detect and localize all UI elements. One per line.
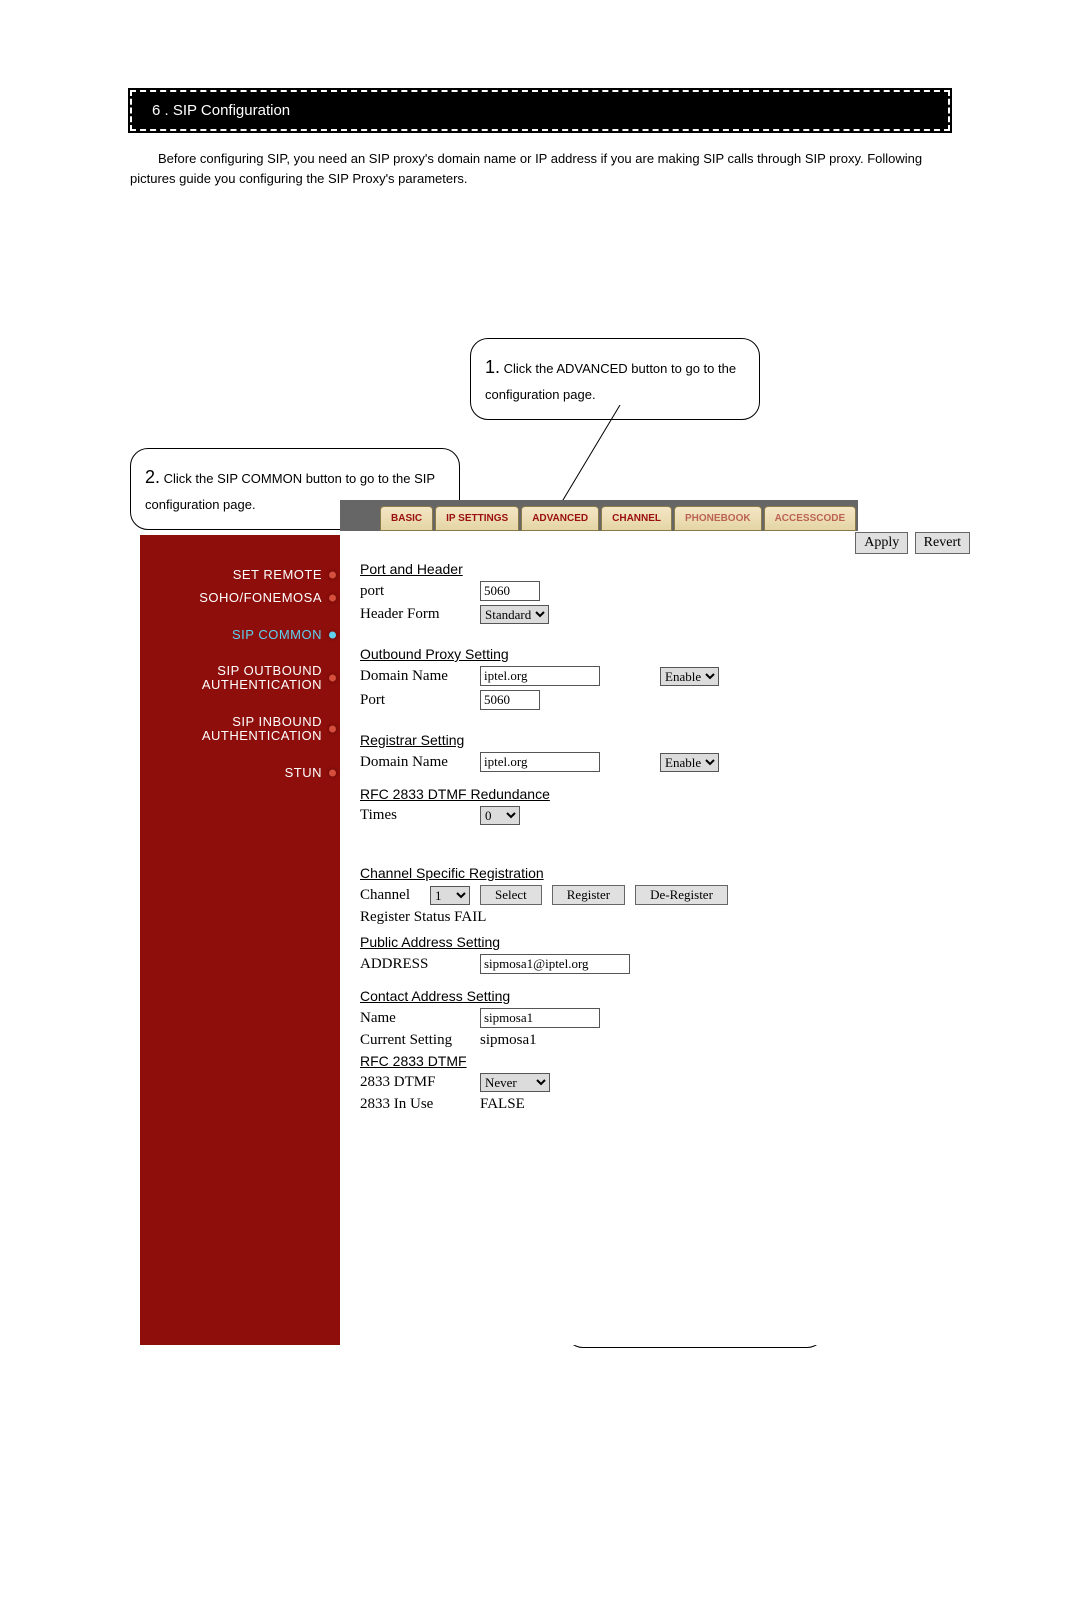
tab-channel[interactable]: CHANNEL bbox=[601, 506, 672, 531]
outbound-enable-select[interactable]: Enable bbox=[660, 667, 719, 686]
address-input[interactable] bbox=[480, 954, 630, 974]
heading-contact: Contact Address Setting bbox=[360, 988, 950, 1004]
config-area: SET REMOTE SOHO/FONEMOSA SIP COMMON SIP … bbox=[140, 535, 970, 1345]
sidebar-item-sipin[interactable]: SIP INBOUND AUTHENTICATION bbox=[140, 709, 340, 750]
heading-chanreg: Channel Specific Registration bbox=[360, 865, 950, 881]
sidebar: SET REMOTE SOHO/FONEMOSA SIP COMMON SIP … bbox=[140, 535, 340, 1345]
sidebar-item-sipout[interactable]: SIP OUTBOUND AUTHENTICATION bbox=[140, 658, 340, 699]
panel: Port and Header port Header FormStandard… bbox=[340, 535, 970, 1345]
label-address: ADDRESS bbox=[360, 956, 480, 973]
name-input[interactable] bbox=[480, 1008, 600, 1028]
heading-rfc-redund: RFC 2833 DTMF Redundance bbox=[360, 786, 950, 802]
register-button[interactable]: Register bbox=[552, 885, 625, 905]
heading-outbound: Outbound Proxy Setting bbox=[360, 646, 950, 662]
tab-basic[interactable]: BASIC bbox=[380, 506, 433, 531]
sidebar-item-sipcommon[interactable]: SIP COMMON bbox=[140, 621, 340, 648]
heading-port: Port and Header bbox=[360, 561, 950, 577]
port-input[interactable] bbox=[480, 581, 540, 601]
sidebar-item-soho[interactable]: SOHO/FONEMOSA bbox=[140, 584, 340, 611]
tab-phonebook[interactable]: PHONEBOOK bbox=[674, 506, 762, 531]
tab-accesscode[interactable]: ACCESSCODE bbox=[764, 506, 857, 531]
label-port: port bbox=[360, 583, 480, 600]
headerform-select[interactable]: Standard bbox=[480, 605, 549, 624]
dtmf-select[interactable]: Never bbox=[480, 1073, 550, 1092]
intro-body: Before configuring SIP, you need an SIP … bbox=[130, 151, 922, 186]
revert-button[interactable]: Revert bbox=[915, 532, 970, 554]
label-2833dtmf: 2833 DTMF bbox=[360, 1074, 480, 1091]
current-value: sipmosa1 bbox=[480, 1032, 537, 1049]
register-status: Register Status FAIL bbox=[360, 909, 950, 926]
label-port2: Port bbox=[360, 692, 480, 709]
tab-ipsettings[interactable]: IP SETTINGS bbox=[435, 506, 519, 531]
deregister-button[interactable]: De-Register bbox=[635, 885, 728, 905]
registrar-domain-input[interactable] bbox=[480, 752, 600, 772]
callout-1: 1. Click the ADVANCED button to go to th… bbox=[470, 338, 760, 420]
util-row: Apply Revert bbox=[853, 532, 970, 554]
label-domain: Domain Name bbox=[360, 668, 480, 685]
section-header: 6 . SIP Configuration bbox=[130, 90, 950, 131]
label-name: Name bbox=[360, 1010, 480, 1027]
registrar-enable-select[interactable]: Enable bbox=[660, 753, 719, 772]
tab-advanced[interactable]: ADVANCED bbox=[521, 506, 599, 531]
channel-select[interactable]: 1 bbox=[430, 886, 470, 905]
select-button[interactable]: Select bbox=[480, 885, 542, 905]
heading-pubaddr: Public Address Setting bbox=[360, 934, 950, 950]
apply-button[interactable]: Apply bbox=[855, 532, 908, 554]
outbound-domain-input[interactable] bbox=[480, 666, 600, 686]
label-2833inuse: 2833 In Use bbox=[360, 1096, 480, 1113]
times-select[interactable]: 0 bbox=[480, 806, 520, 825]
outbound-port-input[interactable] bbox=[480, 690, 540, 710]
label-headerform: Header Form bbox=[360, 606, 480, 623]
tab-row: BASIC IP SETTINGS ADVANCED CHANNEL PHONE… bbox=[340, 500, 858, 531]
heading-registrar: Registrar Setting bbox=[360, 732, 950, 748]
inuse-value: FALSE bbox=[480, 1096, 525, 1113]
heading-rfc2833: RFC 2833 DTMF bbox=[360, 1053, 950, 1069]
label-times: Times bbox=[360, 807, 480, 824]
label-current: Current Setting bbox=[360, 1032, 480, 1049]
label-channel: Channel bbox=[360, 887, 430, 904]
intro-text: Before configuring SIP, you need an SIP … bbox=[0, 141, 1080, 208]
label-reg-domain: Domain Name bbox=[360, 754, 480, 771]
sidebar-item-stun[interactable]: STUN bbox=[140, 759, 340, 786]
